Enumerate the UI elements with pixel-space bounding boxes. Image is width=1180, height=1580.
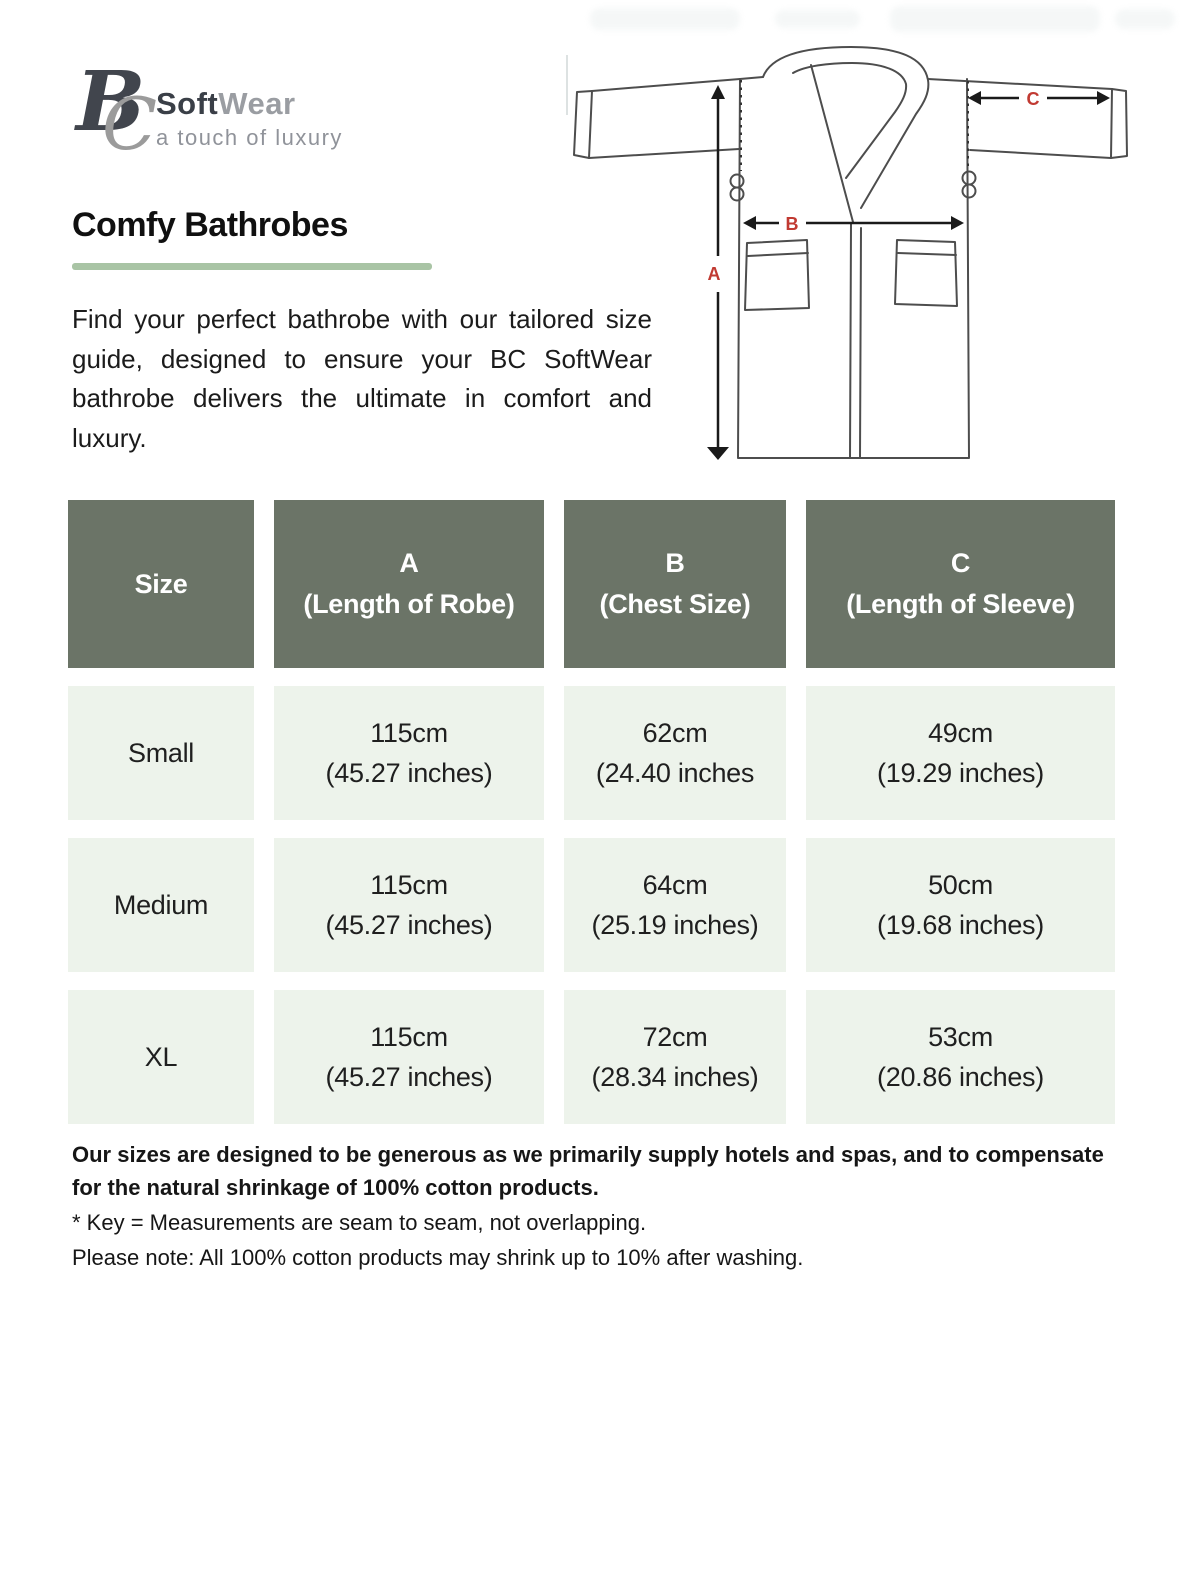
value-inches: (45.27 inches) bbox=[325, 1061, 493, 1092]
page-title: Comfy Bathrobes bbox=[72, 206, 348, 244]
note-sizing-policy: Our sizes are designed to be generous as… bbox=[72, 1142, 1104, 1200]
column-header-length-of-robe: A (Length of Robe) bbox=[274, 500, 544, 668]
table-row-medium-sleeve: 50cm (19.68 inches) bbox=[806, 838, 1115, 972]
value-cm: 49cm bbox=[928, 717, 993, 748]
value-cm: 115cm bbox=[370, 717, 448, 748]
value-cm: 50cm bbox=[928, 869, 993, 900]
brand-name: SoftWear bbox=[156, 86, 343, 122]
table-row-medium-length: 115cm (45.27 inches) bbox=[274, 838, 544, 972]
value-inches: (45.27 inches) bbox=[325, 909, 493, 940]
column-header-chest-size: B (Chest Size) bbox=[564, 500, 786, 668]
measure-b-label: B bbox=[786, 214, 799, 234]
table-row-xl-size: XL bbox=[68, 990, 254, 1124]
header-line: (Length of Sleeve) bbox=[846, 589, 1075, 619]
scan-artifact bbox=[1115, 9, 1175, 29]
value-cm: 115cm bbox=[370, 1021, 448, 1052]
table-row-xl-length: 115cm (45.27 inches) bbox=[274, 990, 544, 1124]
column-header-length-of-sleeve: C (Length of Sleeve) bbox=[806, 500, 1115, 668]
value-inches: (45.27 inches) bbox=[325, 757, 493, 788]
size-table: Size A (Length of Robe) B (Chest Size) C… bbox=[68, 500, 1115, 1124]
value-cm: 64cm bbox=[642, 869, 708, 900]
bathrobe-diagram: A B C bbox=[560, 0, 1180, 480]
header-line: A bbox=[399, 548, 419, 578]
footnotes: Our sizes are designed to be generous as… bbox=[72, 1138, 1127, 1274]
value-cm: 72cm bbox=[642, 1021, 708, 1052]
logo-monogram-c: C bbox=[102, 82, 158, 166]
robe-outline bbox=[573, 46, 1128, 459]
value-cm: 115cm bbox=[370, 869, 448, 900]
header-line: Size bbox=[134, 568, 188, 599]
value-inches: (20.86 inches) bbox=[877, 1061, 1044, 1092]
table-row-small-length: 115cm (45.27 inches) bbox=[274, 686, 544, 820]
size-label: Medium bbox=[113, 889, 209, 920]
size-label: XL bbox=[144, 1041, 178, 1072]
brand-name-soft: Soft bbox=[156, 86, 219, 121]
scan-artifact bbox=[890, 6, 1100, 32]
table-row-small-size: Small bbox=[68, 686, 254, 820]
table-row-small-sleeve: 49cm (19.29 inches) bbox=[806, 686, 1115, 820]
scan-artifact-line bbox=[566, 55, 568, 115]
size-label: Small bbox=[127, 737, 194, 768]
title-underline bbox=[72, 263, 432, 270]
value-cm: 53cm bbox=[928, 1021, 993, 1052]
measure-c-arrow bbox=[968, 91, 1110, 105]
measure-a-label: A bbox=[708, 264, 721, 284]
value-cm: 62cm bbox=[642, 717, 708, 748]
header-line: (Chest Size) bbox=[599, 589, 751, 619]
brand-tagline: a touch of luxury bbox=[156, 125, 343, 150]
measure-a-arrow bbox=[707, 85, 729, 460]
logo-monogram-b: B bbox=[76, 54, 146, 150]
scan-artifact bbox=[775, 10, 860, 28]
table-row-medium-chest: 64cm (25.19 inches) bbox=[564, 838, 786, 972]
value-inches: (19.29 inches) bbox=[877, 757, 1044, 788]
note-measurement-key: * Key = Measurements are seam to seam, n… bbox=[72, 1210, 647, 1235]
value-inches: (19.68 inches) bbox=[877, 909, 1044, 940]
note-shrinkage: Please note: All 100% cotton products ma… bbox=[72, 1245, 804, 1270]
brand-text: SoftWear a touch of luxury bbox=[156, 86, 343, 151]
table-row-medium-size: Medium bbox=[68, 838, 254, 972]
scan-artifact bbox=[590, 8, 740, 30]
brand-name-wear: Wear bbox=[218, 86, 296, 121]
underarm-dotted-lines bbox=[740, 80, 969, 171]
value-inches: (25.19 inches) bbox=[591, 909, 759, 940]
measure-b-arrow bbox=[743, 216, 964, 230]
value-inches: (24.40 inches bbox=[595, 757, 755, 788]
value-inches: (28.34 inches) bbox=[591, 1061, 759, 1092]
intro-paragraph: Find your perfect bathrobe with our tail… bbox=[72, 304, 652, 453]
measure-c-label: C bbox=[1027, 89, 1040, 109]
header-line: C bbox=[950, 548, 971, 578]
column-header-size: Size bbox=[68, 500, 254, 668]
bathrobe-illustration: A B C bbox=[573, 46, 1128, 460]
header-line: B bbox=[665, 548, 685, 578]
table-row-xl-chest: 72cm (28.34 inches) bbox=[564, 990, 786, 1124]
header-line: (Length of Robe) bbox=[303, 589, 515, 619]
brand-logo: B C SoftWear a touch of luxury bbox=[76, 54, 406, 168]
table-row-xl-sleeve: 53cm (20.86 inches) bbox=[806, 990, 1115, 1124]
table-row-small-chest: 62cm (24.40 inches bbox=[564, 686, 786, 820]
measure-labels: A B C bbox=[708, 89, 1040, 284]
